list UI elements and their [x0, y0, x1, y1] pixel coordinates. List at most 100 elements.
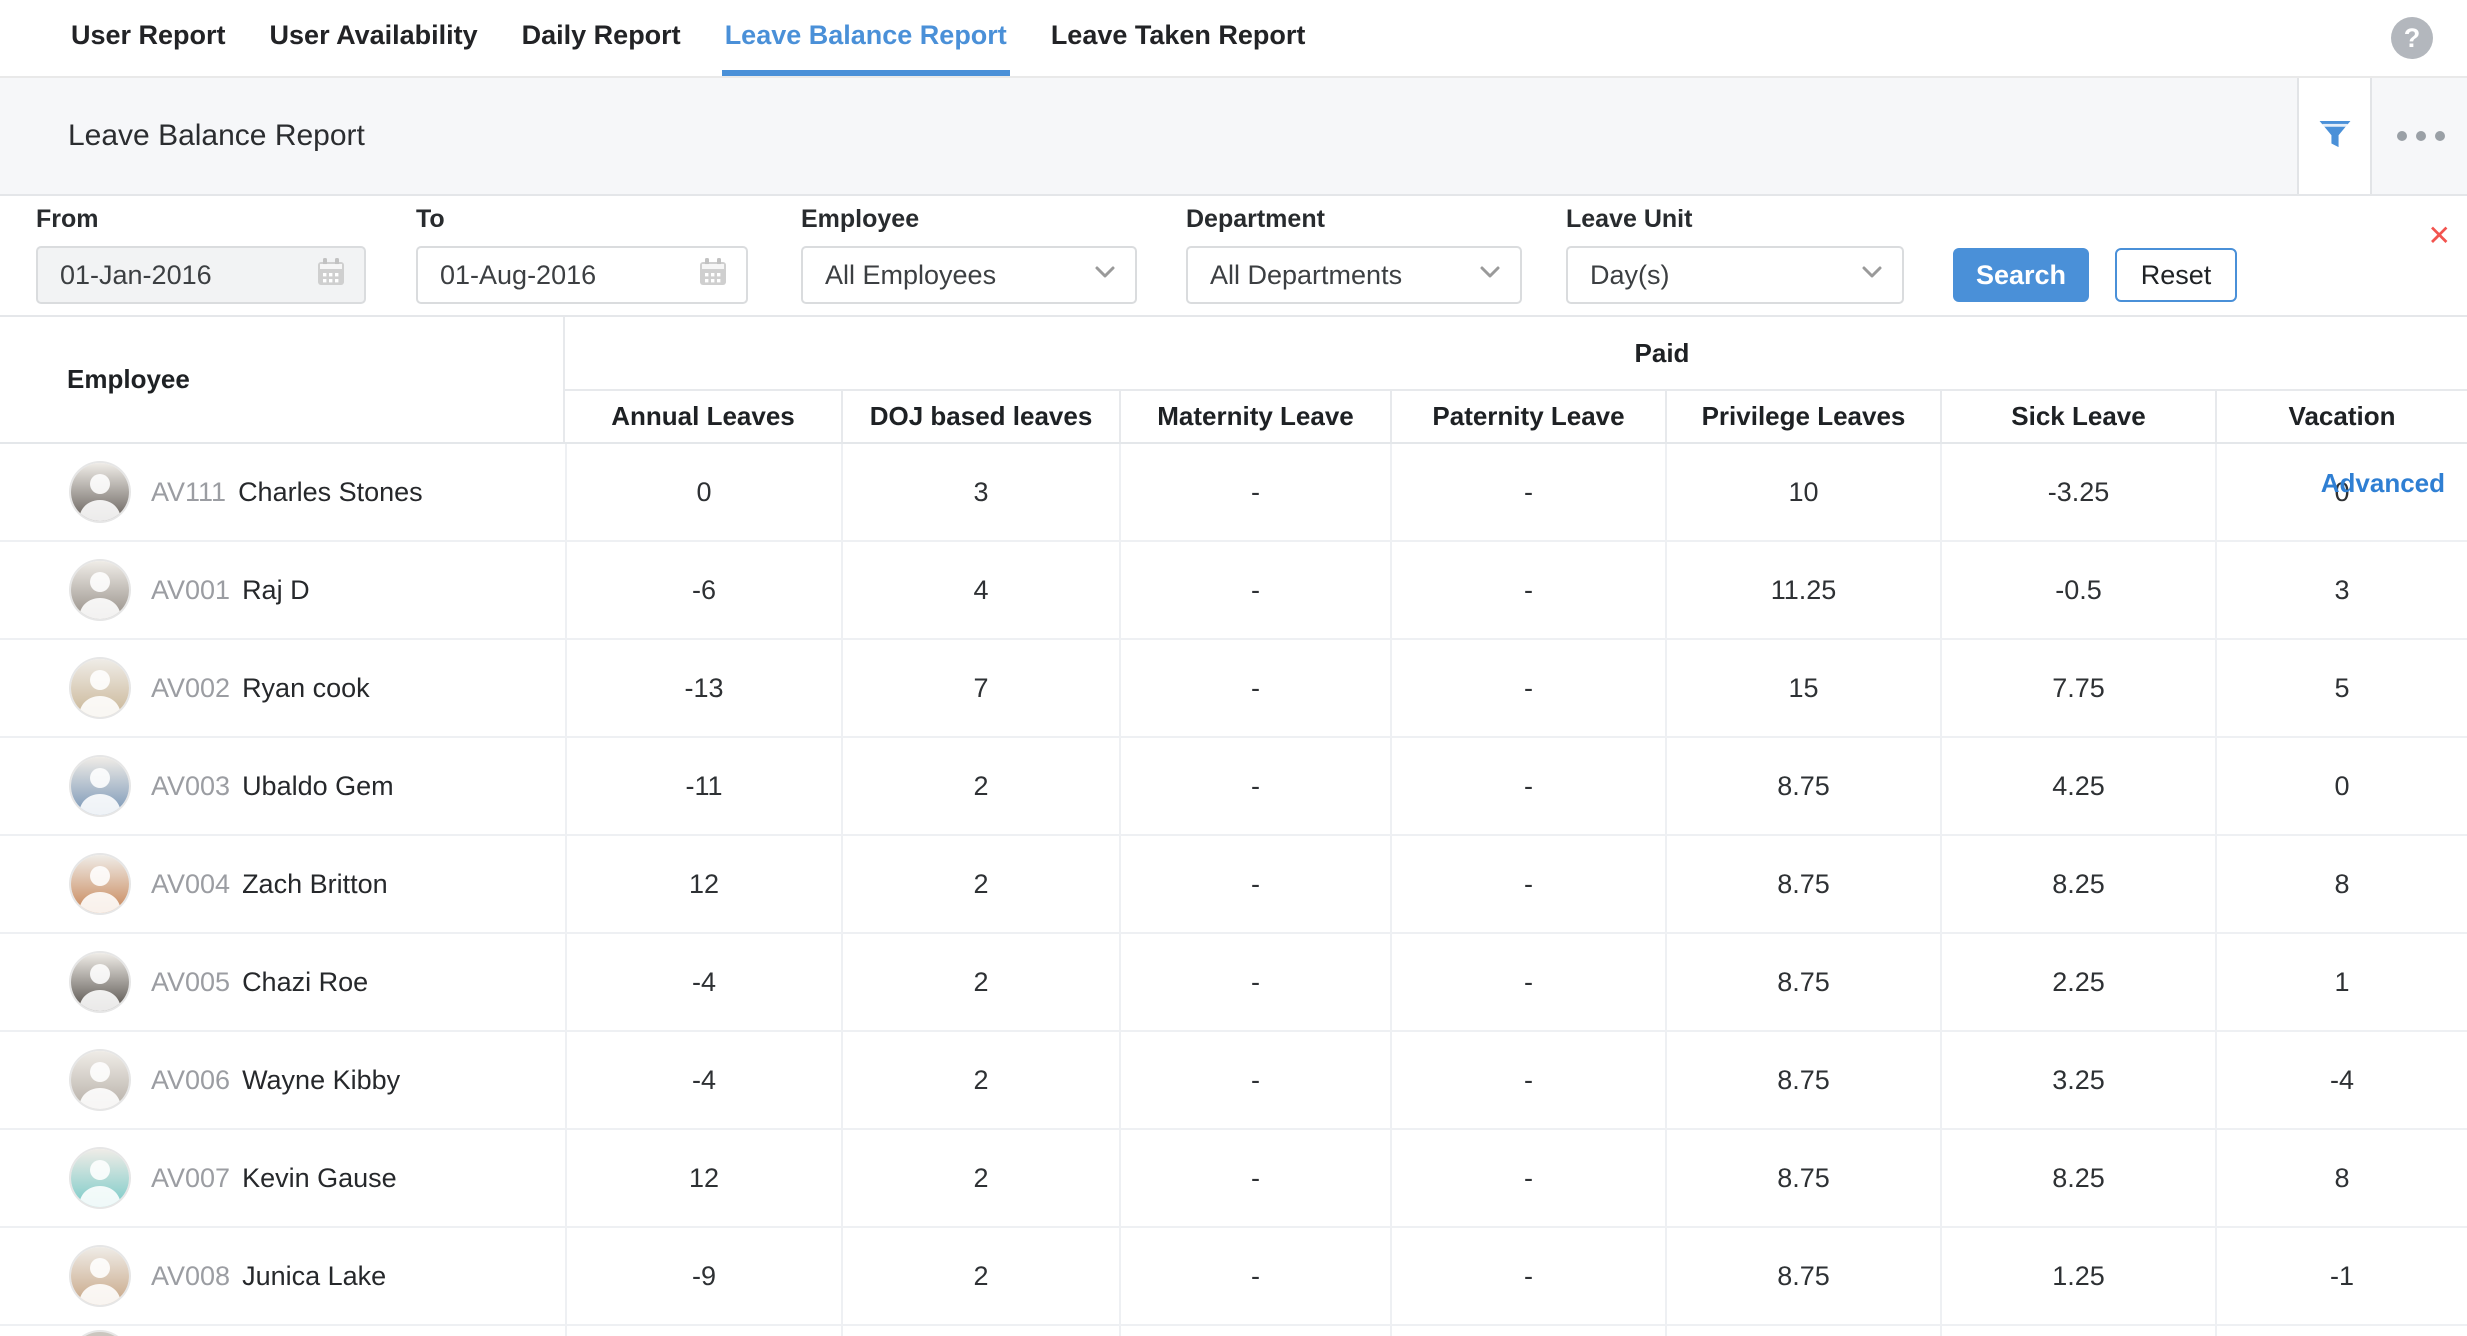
leave-value-cell: 12 — [565, 836, 841, 932]
leave-value-cell: -13 — [565, 640, 841, 736]
department-select-value: All Departments — [1210, 260, 1402, 291]
leave-value-cell: - — [1390, 640, 1665, 736]
leave-value-cell: -4 — [565, 934, 841, 1030]
to-label: To — [416, 205, 748, 234]
leave-value-cell: 3 — [841, 444, 1119, 540]
table-row-partial[interactable] — [0, 1326, 2467, 1336]
help-icon[interactable]: ? — [2391, 17, 2433, 59]
calendar-icon[interactable] — [314, 255, 348, 296]
column-header: Maternity Leave — [1119, 391, 1390, 442]
leave-value-cell: 1.25 — [1940, 1228, 2215, 1324]
leave-value-cell: 1 — [2215, 934, 2467, 1030]
leave-value-cell — [565, 1326, 841, 1336]
department-select[interactable]: All Departments — [1186, 246, 1522, 304]
page-title: Leave Balance Report — [0, 119, 365, 153]
employee-id: AV003 — [151, 771, 230, 802]
leave-value-cell: 0 — [2215, 738, 2467, 834]
employee-cell: AV008Junica Lake — [0, 1228, 565, 1324]
table-body: AV111Charles Stones03--10-3.250AV001Raj … — [0, 444, 2467, 1336]
avatar — [71, 1051, 129, 1109]
leave-value-cell: 4 — [841, 542, 1119, 638]
filter-funnel-icon — [2316, 115, 2354, 158]
employee-filter-label: Employee — [801, 205, 1137, 234]
tab-user-report[interactable]: User Report — [68, 0, 229, 76]
avatar — [71, 953, 129, 1011]
from-label: From — [36, 205, 366, 234]
leave-value-cell: 8.75 — [1665, 1032, 1940, 1128]
table-row[interactable]: AV111Charles Stones03--10-3.250 — [0, 444, 2467, 542]
leave-value-cell: 10 — [1665, 444, 1940, 540]
from-date-input[interactable]: 01-Jan-2016 — [36, 246, 366, 304]
leave-value-cell: - — [1119, 640, 1390, 736]
more-options-icon — [2397, 131, 2445, 141]
leave-value-cell: 7.75 — [1940, 640, 2215, 736]
table-row[interactable]: AV006Wayne Kibby-42--8.753.25-4 — [0, 1032, 2467, 1130]
paid-group-label: Paid — [1635, 338, 1690, 369]
employee-cell: AV111Charles Stones — [0, 444, 565, 540]
to-date-input[interactable]: 01-Aug-2016 — [416, 246, 748, 304]
employee-id: AV002 — [151, 673, 230, 704]
tab-daily-report[interactable]: Daily Report — [519, 0, 684, 76]
table-header: Employee Paid Annual LeavesDOJ based lea… — [0, 317, 2467, 444]
table-row[interactable]: AV003Ubaldo Gem-112--8.754.250 — [0, 738, 2467, 836]
filter-toggle-button[interactable] — [2297, 78, 2372, 194]
chevron-down-icon — [1858, 258, 1886, 293]
employee-name: Junica Lake — [242, 1261, 386, 1292]
leave-value-cell: 8.75 — [1665, 934, 1940, 1030]
leave-value-cell: - — [1119, 1032, 1390, 1128]
employee-cell: AV006Wayne Kibby — [0, 1032, 565, 1128]
more-options-button[interactable] — [2374, 78, 2467, 194]
close-filter-icon[interactable]: ✕ — [2428, 222, 2451, 250]
leave-value-cell: 2.25 — [1940, 934, 2215, 1030]
table-row[interactable]: AV004Zach Britton122--8.758.258 — [0, 836, 2467, 934]
table-row[interactable]: AV002Ryan cook-137--157.755 — [0, 640, 2467, 738]
chevron-down-icon — [1476, 258, 1504, 293]
employee-id: AV111 — [151, 477, 226, 508]
employee-name: Ubaldo Gem — [242, 771, 394, 802]
leave-value-cell: 2 — [841, 1228, 1119, 1324]
leave-value-cell: 3.25 — [1940, 1032, 2215, 1128]
leave-value-cell: 8.75 — [1665, 836, 1940, 932]
tab-leave-taken-report[interactable]: Leave Taken Report — [1048, 0, 1309, 76]
leave-value-cell: - — [1119, 738, 1390, 834]
employee-cell: AV004Zach Britton — [0, 836, 565, 932]
avatar — [71, 561, 129, 619]
table-row[interactable]: AV007Kevin Gause122--8.758.258 — [0, 1130, 2467, 1228]
leave-value-cell — [1119, 1326, 1390, 1336]
table-row[interactable]: AV005Chazi Roe-42--8.752.251 — [0, 934, 2467, 1032]
employee-name: Raj D — [242, 575, 310, 606]
leave-value-cell: -9 — [565, 1228, 841, 1324]
avatar — [71, 1149, 129, 1207]
filter-bar: From 01-Jan-2016 To 01-Aug-2016 Employee… — [0, 196, 2467, 317]
leave-unit-select[interactable]: Day(s) — [1566, 246, 1904, 304]
leave-value-cell: - — [1390, 542, 1665, 638]
from-date-value: 01-Jan-2016 — [60, 260, 212, 291]
employee-cell: AV005Chazi Roe — [0, 934, 565, 1030]
search-button[interactable]: Search — [1953, 248, 2089, 302]
employee-cell: AV001 Raj D — [0, 542, 565, 638]
avatar — [71, 1332, 129, 1336]
employee-name: Wayne Kibby — [242, 1065, 400, 1096]
leave-value-cell: 2 — [841, 738, 1119, 834]
employee-id: AV001 — [151, 575, 230, 606]
leave-value-cell: 2 — [841, 934, 1119, 1030]
table-row[interactable]: AV008Junica Lake-92--8.751.25-1 — [0, 1228, 2467, 1326]
department-filter-label: Department — [1186, 205, 1522, 234]
advanced-link[interactable]: Advanced — [2321, 468, 2445, 499]
column-header: Vacation — [2215, 391, 2467, 442]
chevron-down-icon — [1091, 258, 1119, 293]
leave-value-cell: 2 — [841, 1032, 1119, 1128]
leave-value-cell: 0 — [565, 444, 841, 540]
employee-name: Ryan cook — [242, 673, 370, 704]
calendar-icon[interactable] — [696, 255, 730, 296]
leave-value-cell: -3.25 — [1940, 444, 2215, 540]
leave-value-cell: - — [1390, 1130, 1665, 1226]
tab-user-availability[interactable]: User Availability — [267, 0, 481, 76]
reset-button[interactable]: Reset — [2115, 248, 2237, 302]
column-header: DOJ based leaves — [841, 391, 1119, 442]
employee-cell: AV002 Ryan cook — [0, 640, 565, 736]
tab-leave-balance-report[interactable]: Leave Balance Report — [722, 0, 1010, 76]
employee-id: AV005 — [151, 967, 230, 998]
employee-select[interactable]: All Employees — [801, 246, 1137, 304]
table-row[interactable]: AV001Raj D-64--11.25-0.53 — [0, 542, 2467, 640]
